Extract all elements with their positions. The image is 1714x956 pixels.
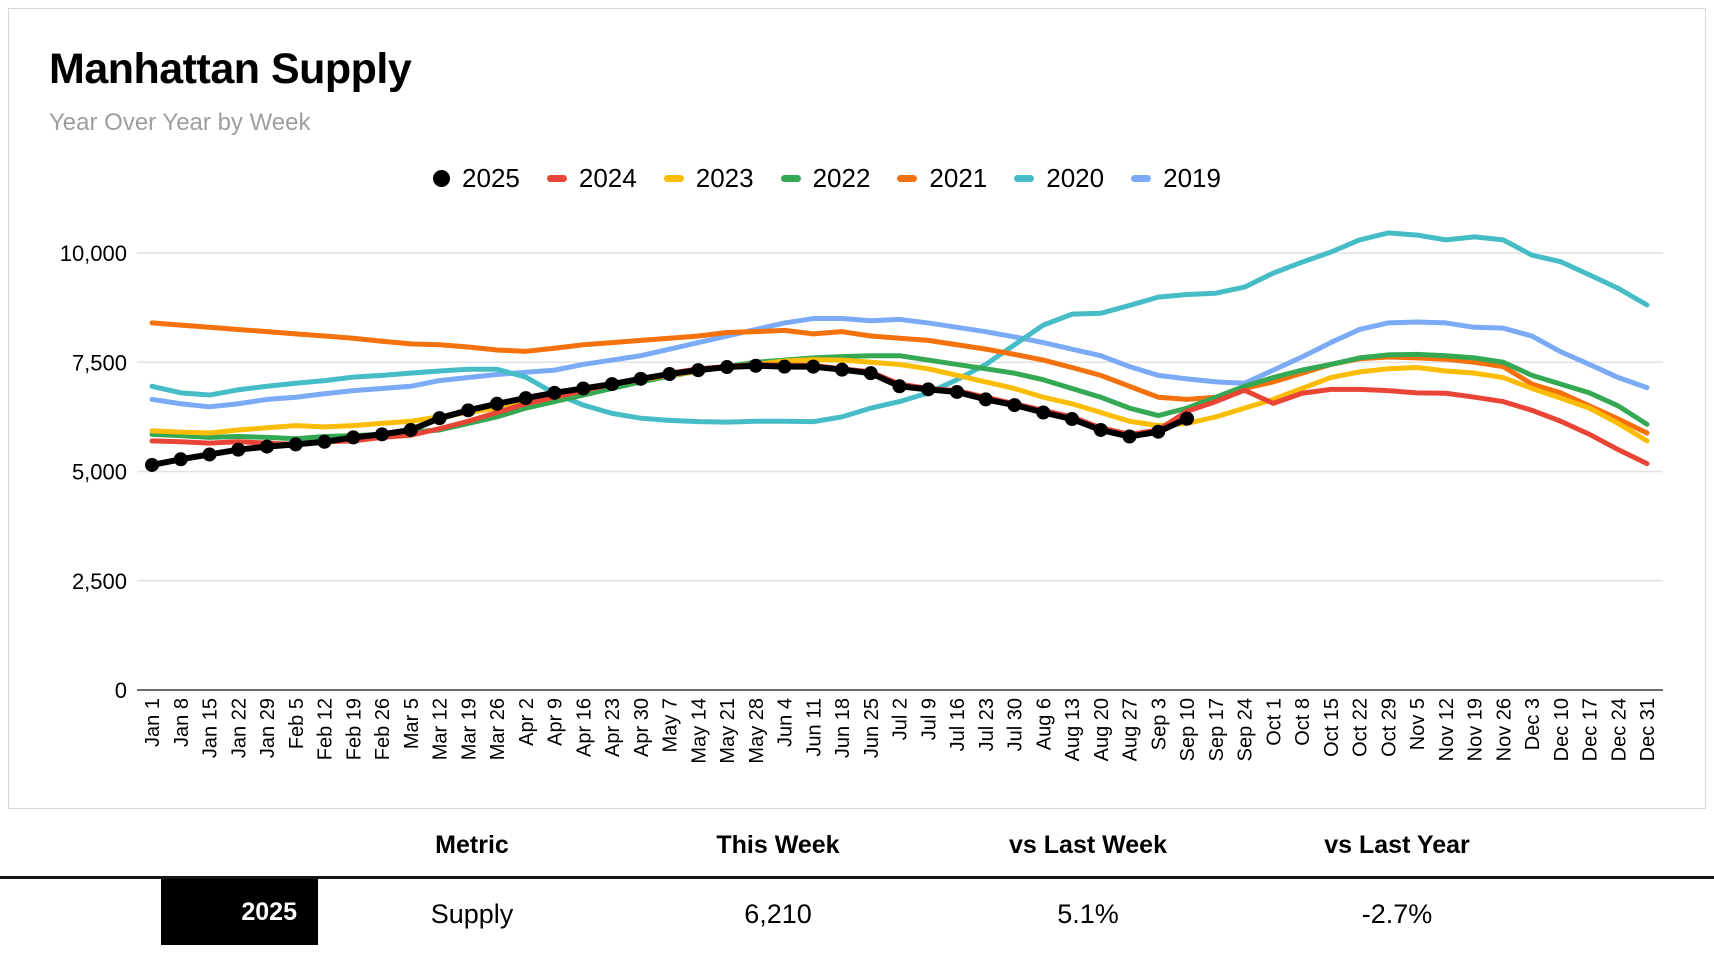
table-header-metric: Metric (435, 831, 509, 859)
legend-item-2021: 2021 (897, 163, 987, 194)
legend-item-2025: 2025 (433, 163, 520, 194)
table-cell-metric: Supply (430, 899, 514, 929)
legend-label: 2023 (695, 162, 754, 193)
legend-label: 2025 (462, 162, 520, 193)
chart-subtitle: Year Over Year by Week (49, 109, 311, 136)
legend-label: 2020 (1046, 162, 1105, 193)
legend-item-2022: 2022 (780, 162, 871, 194)
table-cell-vs-last-week: 5.1% (1057, 899, 1119, 929)
table-header-rule (0, 876, 1714, 879)
legend-line-icon (780, 174, 801, 182)
legend-line-icon (1014, 174, 1035, 182)
legend-label: 2022 (812, 162, 871, 193)
supply-chart-card[interactable]: Manhattan Supply Year Over Year by Week … (8, 8, 1706, 809)
year-2025-badge: 2025 (161, 879, 318, 945)
table-header-vs-last-week: vs Last Week (1009, 831, 1167, 859)
legend-item-2024: 2024 (546, 162, 637, 194)
legend-label: 2021 (929, 162, 988, 193)
legend-line-icon (897, 174, 918, 182)
legend-line-icon (1131, 174, 1152, 182)
legend-label: 2024 (578, 162, 637, 193)
chart-title: Manhattan Supply (49, 45, 412, 93)
legend-item-2020: 2020 (1014, 163, 1104, 194)
table-cell-vs-last-year: -2.7% (1361, 899, 1433, 929)
legend-item-2019: 2019 (1131, 163, 1221, 194)
table-header-vs-last-year: vs Last Year (1324, 831, 1470, 859)
legend-point-icon (433, 169, 451, 187)
table-header-this-week: This Week (716, 831, 840, 859)
legend-label: 2019 (1163, 162, 1221, 193)
chart-legend: 2025 2024 2023 2022 2021 2020 2019 (9, 161, 1705, 195)
legend-line-icon (663, 174, 684, 182)
table-cell-this-week: 6,210 (744, 899, 812, 929)
legend-line-icon (546, 174, 567, 182)
legend-item-2023: 2023 (663, 162, 754, 194)
